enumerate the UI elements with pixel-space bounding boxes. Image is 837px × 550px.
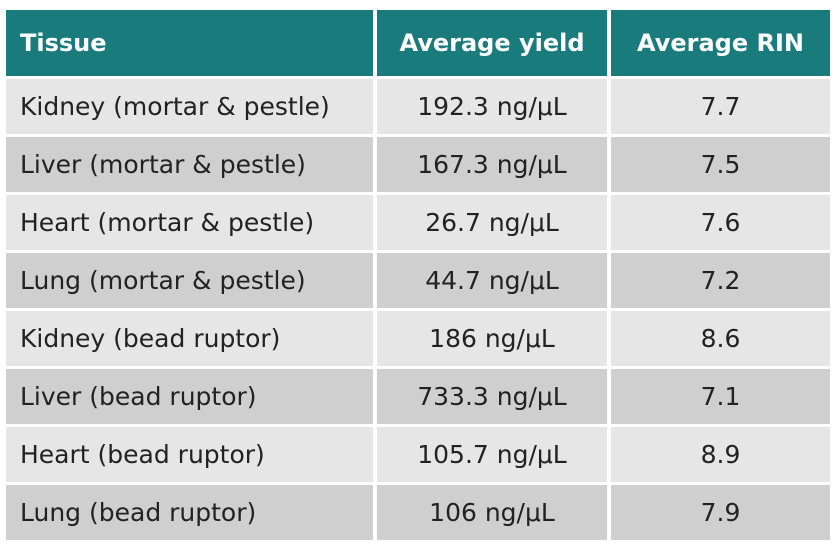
header-cell: Average yield bbox=[377, 10, 607, 76]
table-cell: Lung (bead ruptor) bbox=[6, 485, 373, 540]
header-cell: Tissue bbox=[6, 10, 373, 76]
table-cell: 26.7 ng/μL bbox=[377, 195, 607, 250]
table-cell: 7.9 bbox=[611, 485, 830, 540]
table-cell: 192.3 ng/μL bbox=[377, 79, 607, 134]
table-cell: 7.5 bbox=[611, 137, 830, 192]
table-cell: 7.2 bbox=[611, 253, 830, 308]
table-cell: Kidney (mortar & pestle) bbox=[6, 79, 373, 134]
table-cell: 733.3 ng/μL bbox=[377, 369, 607, 424]
header-cell: Average RIN bbox=[611, 10, 830, 76]
table-cell: 7.7 bbox=[611, 79, 830, 134]
table-cell: Liver (bead ruptor) bbox=[6, 369, 373, 424]
table-cell: Lung (mortar & pestle) bbox=[6, 253, 373, 308]
table-cell: Heart (mortar & pestle) bbox=[6, 195, 373, 250]
table-cell: 8.6 bbox=[611, 311, 830, 366]
table-cell: 106 ng/μL bbox=[377, 485, 607, 540]
table-cell: 186 ng/μL bbox=[377, 311, 607, 366]
data-table: Tissue Average yield Average RIN Kidney (mo… bbox=[6, 10, 830, 540]
table-cell: 8.9 bbox=[611, 427, 830, 482]
table-cell: 105.7 ng/μL bbox=[377, 427, 607, 482]
table-cell: 167.3 ng/μL bbox=[377, 137, 607, 192]
table-cell: 44.7 ng/μL bbox=[377, 253, 607, 308]
table-cell: Liver (mortar & pestle) bbox=[6, 137, 373, 192]
table-cell: 7.1 bbox=[611, 369, 830, 424]
table-cell: Heart (bead ruptor) bbox=[6, 427, 373, 482]
table-cell: 7.6 bbox=[611, 195, 830, 250]
table-cell: Kidney (bead ruptor) bbox=[6, 311, 373, 366]
